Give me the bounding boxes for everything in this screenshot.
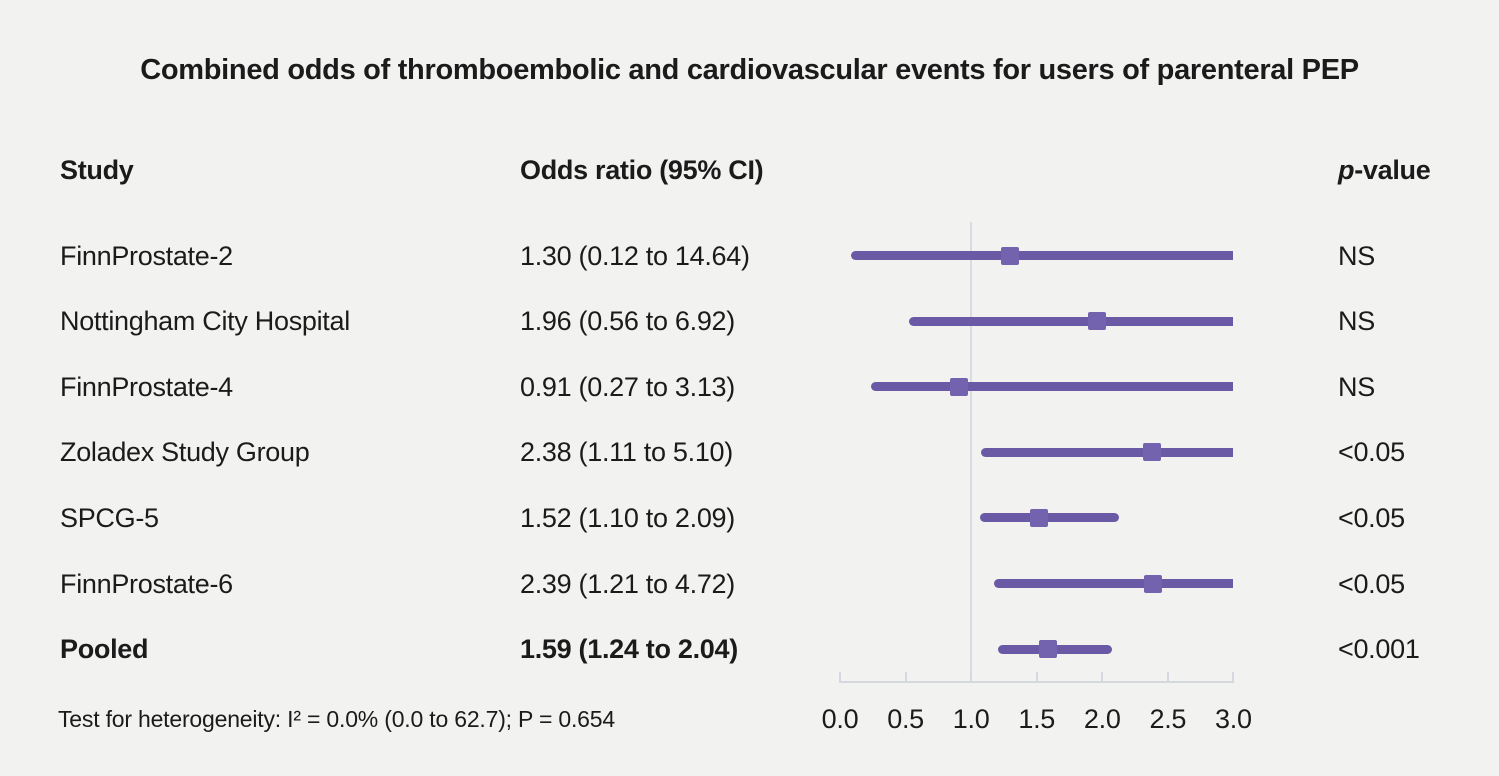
- x-axis-tick-label: 2.0: [1083, 704, 1121, 734]
- x-axis-tick: [839, 672, 841, 681]
- or-marker: [1039, 640, 1058, 659]
- p-value: NS: [1338, 306, 1375, 337]
- study-label: FinnProstate-6: [60, 568, 233, 599]
- x-axis-tick: [904, 672, 907, 681]
- x-axis-tick-label: 0.5: [887, 704, 924, 734]
- x-axis-tick-label: 0.0: [821, 704, 859, 734]
- or-value: 2.39 (1.21 to 4.72): [520, 568, 735, 599]
- chart-title: Combined odds of thromboembolic and card…: [140, 54, 1359, 86]
- ci-line: [979, 513, 1119, 523]
- x-axis-tick: [1232, 672, 1235, 681]
- x-axis-tick-label: 3.0: [1215, 704, 1252, 734]
- or-marker: [1144, 574, 1163, 593]
- p-value: <0.001: [1338, 634, 1420, 665]
- or-value: 1.30 (0.12 to 14.64): [520, 240, 750, 271]
- or-marker: [1088, 312, 1106, 331]
- ci-line: [981, 447, 1234, 457]
- or-marker: [1001, 246, 1020, 265]
- or-marker: [950, 377, 969, 396]
- study-label: Zoladex Study Group: [60, 437, 310, 468]
- p-value: <0.05: [1338, 568, 1405, 599]
- study-label: SPCG-5: [60, 502, 159, 533]
- or-value: 1.96 (0.56 to 6.92): [520, 306, 735, 337]
- column-header-p-value: p-value: [1338, 153, 1431, 187]
- or-value: 2.38 (1.11 to 5.10): [520, 437, 733, 468]
- or-marker: [1030, 508, 1049, 527]
- or-value: 1.52 (1.10 to 2.09): [520, 502, 735, 533]
- ci-line: [870, 382, 1234, 392]
- study-label: FinnProstate-4: [60, 371, 233, 402]
- p-header-rest: -value: [1354, 155, 1431, 185]
- p-value: <0.05: [1338, 502, 1405, 533]
- p-value: <0.05: [1338, 437, 1405, 468]
- or-value: 1.59 (1.24 to 2.04): [520, 634, 738, 665]
- column-header-odds-ratio: Odds ratio (95% CI): [520, 155, 764, 185]
- ci-line: [851, 251, 1234, 260]
- x-axis-tick: [970, 672, 973, 681]
- x-axis-tick-label: 1.5: [1018, 704, 1055, 734]
- x-axis-tick: [1166, 672, 1169, 681]
- p-value: NS: [1338, 240, 1375, 271]
- x-axis-tick-label: 2.5: [1149, 704, 1187, 734]
- ci-line: [908, 316, 1234, 326]
- or-value: 0.91 (0.27 to 3.13): [520, 371, 735, 402]
- x-axis-tick-label: 1.0: [952, 704, 990, 734]
- p-value: NS: [1338, 371, 1375, 402]
- x-axis-tick: [1035, 672, 1038, 681]
- column-header-study: Study: [60, 155, 134, 185]
- reference-line: [970, 222, 973, 683]
- study-label: FinnProstate-2: [60, 240, 233, 271]
- x-axis-tick: [1101, 672, 1104, 681]
- heterogeneity-note: Test for heterogeneity: I² = 0.0% (0.0 t…: [58, 706, 615, 732]
- study-label: Pooled: [60, 634, 149, 665]
- study-label: Nottingham City Hospital: [60, 306, 350, 337]
- ci-line: [994, 579, 1234, 588]
- x-axis-line: [839, 681, 1235, 683]
- or-marker: [1143, 443, 1162, 462]
- p-header-italic: p: [1338, 155, 1355, 185]
